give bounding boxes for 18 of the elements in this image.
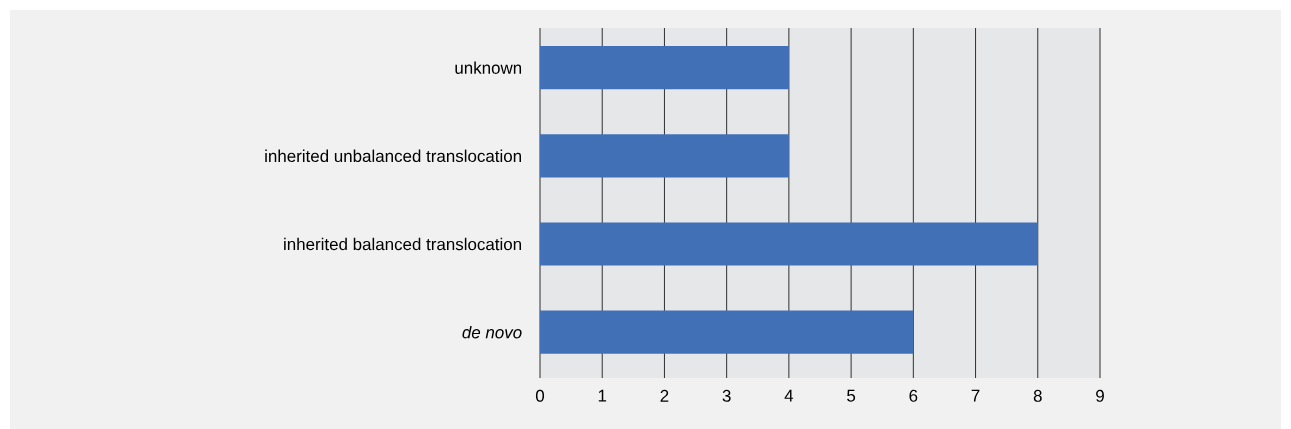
x-tick-label: 9 (1096, 389, 1104, 402)
y-tick-label: de novo (462, 325, 522, 339)
x-tick-label: 8 (1033, 389, 1042, 402)
x-tick-label: 5 (847, 389, 856, 402)
x-tick-label: 0 (535, 389, 545, 402)
x-tick-label: 7 (971, 389, 980, 402)
x-tick-label: 6 (909, 389, 918, 402)
x-tick-label: 4 (784, 389, 794, 402)
bar (540, 222, 1038, 266)
x-tick-label: 3 (722, 389, 731, 402)
bar (540, 134, 789, 178)
bar (540, 46, 789, 90)
bar (540, 310, 914, 354)
y-tick-label: unknown (455, 61, 522, 74)
x-tick-label: 2 (660, 389, 669, 402)
y-tick-label: inherited unbalanced translocation (265, 149, 521, 163)
x-tick-label: 1 (598, 389, 607, 402)
y-tick-label: inherited balanced translocation (284, 237, 521, 251)
